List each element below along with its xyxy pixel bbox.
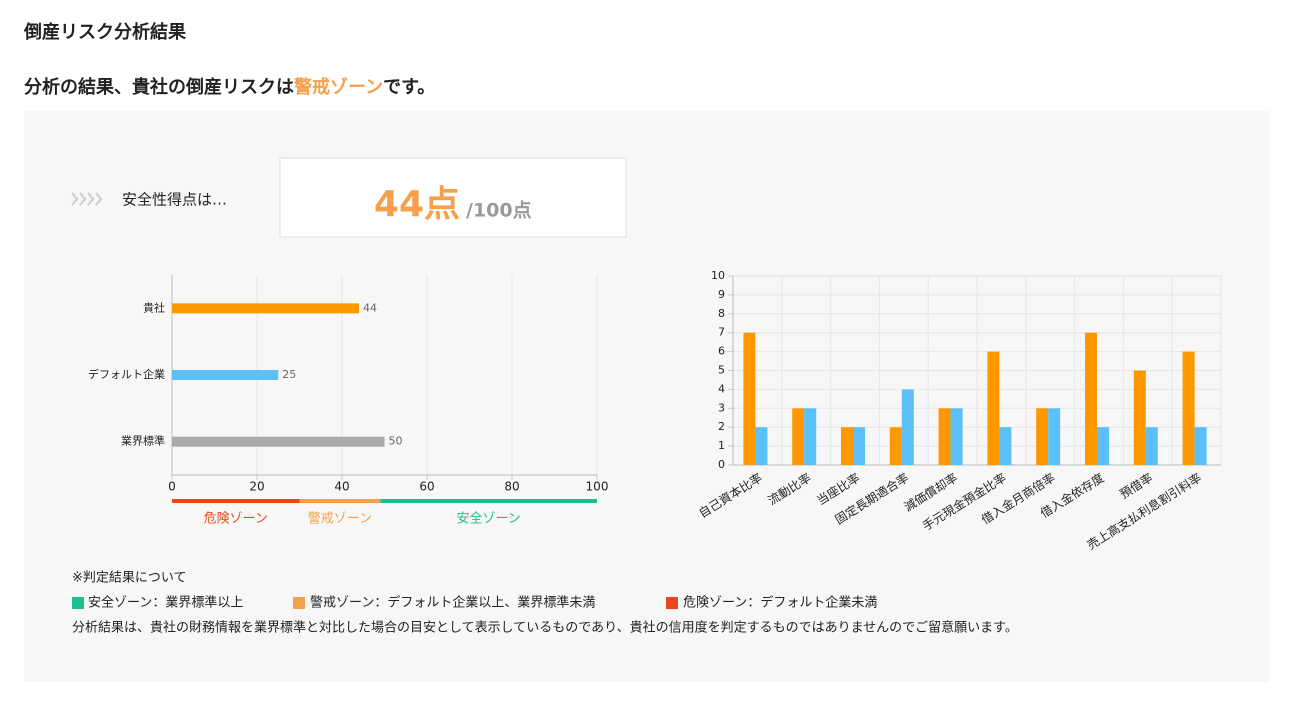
bar bbox=[999, 427, 1012, 465]
x-tick-label: 100 bbox=[586, 480, 609, 494]
bar bbox=[1085, 332, 1097, 465]
zone-bar bbox=[299, 499, 381, 503]
note-text: 安全ゾーン：業界標準以上 bbox=[88, 595, 243, 611]
value-label: 50 bbox=[389, 435, 403, 448]
result-line: 分析の結果、貴社の倒産リスクは警戒ゾーンです。 bbox=[24, 76, 435, 98]
bar bbox=[172, 370, 279, 380]
x-tick-label: 0 bbox=[168, 480, 176, 494]
zone-label: 安全ゾーン bbox=[456, 511, 520, 527]
x-tick-label: 80 bbox=[504, 480, 519, 494]
result-suffix: です。 bbox=[383, 77, 435, 98]
bar bbox=[1048, 408, 1061, 465]
y-tick-label: 3 bbox=[718, 401, 725, 414]
score-box bbox=[279, 157, 627, 238]
zone-bar bbox=[172, 499, 300, 503]
note-swatch bbox=[72, 597, 84, 609]
bar bbox=[755, 427, 768, 465]
bar bbox=[1194, 427, 1207, 465]
category-label: 貴社 bbox=[143, 300, 165, 314]
chevrons bbox=[71, 192, 103, 206]
disclaimer: 分析結果は、貴社の財務情報を業界標準と対比した場合の目安として表示しているもので… bbox=[72, 620, 1018, 636]
y-tick-label: 7 bbox=[718, 326, 725, 339]
category-label: デフォルト企業 bbox=[88, 367, 165, 381]
bar bbox=[1145, 427, 1158, 465]
score-value: 44点 bbox=[374, 184, 460, 225]
result-prefix: 分析の結果、貴社の倒産リスクは bbox=[24, 76, 294, 98]
y-tick-label: 1 bbox=[718, 439, 725, 452]
bar bbox=[950, 408, 963, 465]
bar bbox=[901, 389, 914, 465]
y-tick-label: 2 bbox=[718, 420, 725, 433]
bar bbox=[841, 427, 853, 465]
score-max: /100点 bbox=[466, 200, 532, 222]
note-text: 危険ゾーン：デフォルト企業未満 bbox=[683, 595, 877, 611]
value-label: 44 bbox=[363, 301, 377, 314]
panel bbox=[24, 111, 1269, 682]
y-tick-label: 6 bbox=[718, 345, 725, 358]
result-zone: 警戒ゾーン bbox=[294, 76, 383, 98]
y-tick-label: 10 bbox=[711, 269, 725, 282]
zone-bar bbox=[380, 499, 597, 503]
y-tick-label: 8 bbox=[718, 307, 725, 320]
bar bbox=[938, 408, 951, 465]
bar bbox=[1182, 351, 1195, 465]
note-swatch bbox=[293, 597, 305, 609]
bar bbox=[1036, 408, 1049, 465]
bar bbox=[987, 351, 1000, 465]
y-tick-label: 9 bbox=[718, 288, 725, 301]
bar bbox=[172, 303, 359, 314]
bar bbox=[1133, 370, 1146, 465]
zone-label: 危険ゾーン bbox=[204, 512, 268, 527]
note-swatch bbox=[666, 597, 678, 609]
page-title: 倒産リスク分析結果 bbox=[23, 21, 187, 43]
bar bbox=[889, 427, 902, 465]
notes-heading: ※判定結果について bbox=[72, 571, 187, 586]
x-tick-label: 40 bbox=[334, 480, 349, 494]
x-tick-label: 60 bbox=[419, 480, 434, 494]
zone-label: 警戒ゾーン bbox=[308, 511, 372, 527]
bar bbox=[792, 408, 805, 465]
y-tick-label: 0 bbox=[718, 458, 725, 471]
y-tick-label: 4 bbox=[718, 382, 725, 395]
y-tick-label: 5 bbox=[718, 364, 725, 377]
bar bbox=[804, 408, 817, 465]
bar bbox=[743, 332, 756, 465]
bar bbox=[172, 436, 385, 447]
score-label: 安全性得点は… bbox=[122, 191, 227, 209]
bar bbox=[853, 427, 865, 465]
note-text: 警戒ゾーン：デフォルト企業以上、業界標準未満 bbox=[310, 595, 595, 611]
value-label: 25 bbox=[282, 368, 296, 381]
x-tick-label: 20 bbox=[249, 480, 264, 494]
category-label: 業界標準 bbox=[121, 434, 165, 448]
bar bbox=[1097, 427, 1109, 465]
